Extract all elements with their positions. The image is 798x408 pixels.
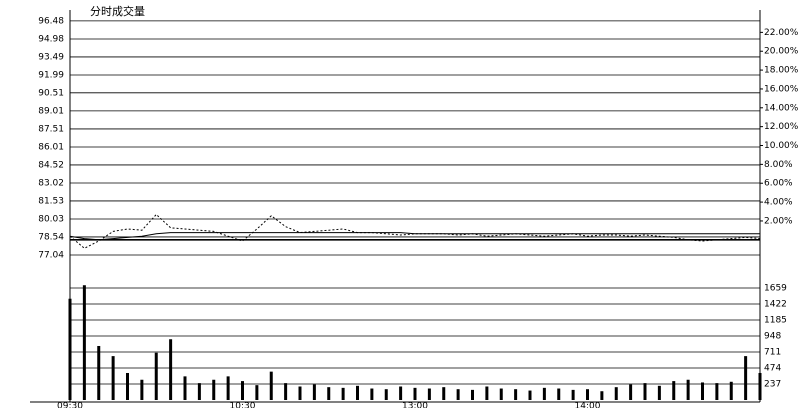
chart-title: 分时成交量 <box>90 4 145 18</box>
volume-bar <box>140 379 144 400</box>
y-tick-label: 93.49 <box>38 52 64 62</box>
volume-bar <box>614 387 618 400</box>
volume-bar <box>715 383 719 400</box>
volume-tick-label: 237 <box>764 380 781 390</box>
volume-bar <box>255 385 259 400</box>
y-tick-label: 94.98 <box>38 34 64 44</box>
volume-bar <box>413 387 417 400</box>
volume-bar <box>657 385 661 400</box>
volume-tick-label: 948 <box>764 332 781 342</box>
y-tick-label: 91.99 <box>38 70 64 80</box>
volume-bar <box>298 386 302 400</box>
x-tick-label: 10:30 <box>230 402 256 408</box>
volume-bar <box>356 385 359 400</box>
volume-bar <box>600 391 604 400</box>
y2-tick-label: 16.00% <box>764 84 798 94</box>
volume-bar <box>169 339 173 400</box>
y2-tick-label: 14.00% <box>764 103 798 113</box>
volume-bar <box>528 390 532 400</box>
y-tick-label: 80.03 <box>38 215 64 225</box>
volume-tick-label: 711 <box>764 348 781 358</box>
volume-bar <box>471 389 474 400</box>
volume-bar <box>442 387 446 400</box>
volume-bar <box>427 388 431 400</box>
y2-tick-label: 6.00% <box>764 179 793 189</box>
y-tick-label: 84.52 <box>38 160 64 170</box>
volume-bar <box>68 298 72 400</box>
volume-bar <box>284 383 288 400</box>
volume-bar <box>729 381 733 400</box>
volume-bar <box>183 376 187 400</box>
y2-tick-label: 18.00% <box>764 66 798 76</box>
volume-bar <box>197 383 201 400</box>
volume-bar <box>111 356 115 400</box>
volume-bar <box>557 388 561 400</box>
volume-tick-label: 1185 <box>764 316 787 326</box>
volume-bar <box>154 352 158 400</box>
volume-bar <box>399 386 403 400</box>
series-line <box>69 213 761 249</box>
y-tick-label: 83.02 <box>38 178 64 188</box>
volume-bar <box>341 387 345 400</box>
y-tick-label: 86.01 <box>38 142 64 152</box>
y-tick-label: 89.01 <box>38 106 64 116</box>
y-tick-label: 78.54 <box>38 232 64 242</box>
y2-tick-label: 4.00% <box>764 198 793 208</box>
volume-bar <box>514 389 518 400</box>
volume-bar <box>571 389 575 400</box>
y2-tick-label: 22.00% <box>764 28 798 38</box>
volume-bar <box>126 372 129 400</box>
y2-tick-label: 10.00% <box>764 141 798 151</box>
volume-bar <box>629 384 633 400</box>
y-tick-label: 77.04 <box>38 251 64 261</box>
volume-tick-label: 1659 <box>764 284 787 294</box>
y-tick-label: 87.51 <box>38 124 64 134</box>
volume-bar <box>269 371 273 400</box>
volume-bar <box>456 389 460 400</box>
y2-tick-label: 20.00% <box>764 47 798 57</box>
volume-bar <box>686 379 690 400</box>
volume-bar <box>327 387 331 400</box>
volume-bar <box>672 381 676 400</box>
y2-tick-label: 12.00% <box>764 122 798 132</box>
volume-bar <box>97 345 101 400</box>
volume-bar <box>212 379 216 400</box>
volume-bar <box>485 386 489 400</box>
volume-bar <box>370 388 374 400</box>
volume-bar <box>586 389 589 400</box>
volume-bar <box>701 382 704 400</box>
y-tick-label: 81.53 <box>38 196 64 206</box>
volume-bar <box>241 381 244 400</box>
volume-bar <box>758 372 762 400</box>
y2-tick-label: 8.00% <box>764 160 793 170</box>
volume-bar <box>542 387 546 400</box>
volume-bar <box>643 383 647 400</box>
x-tick-label: 13:00 <box>402 402 428 408</box>
volume-bar <box>82 285 86 400</box>
x-tick-label: 09:30 <box>57 402 83 408</box>
series-line <box>69 232 760 241</box>
y-tick-label: 90.51 <box>38 88 64 98</box>
volume-bar <box>312 384 316 400</box>
volume-bar <box>226 376 230 400</box>
y2-tick-label: 2.00% <box>764 216 793 226</box>
volume-tick-label: 1422 <box>764 300 787 310</box>
volume-bar <box>744 356 748 400</box>
volume-tick-label: 474 <box>764 364 781 374</box>
volume-bar <box>499 388 503 400</box>
volume-bar <box>384 389 388 400</box>
x-tick-label: 14:00 <box>575 402 601 408</box>
y-tick-label: 96.48 <box>38 16 64 26</box>
